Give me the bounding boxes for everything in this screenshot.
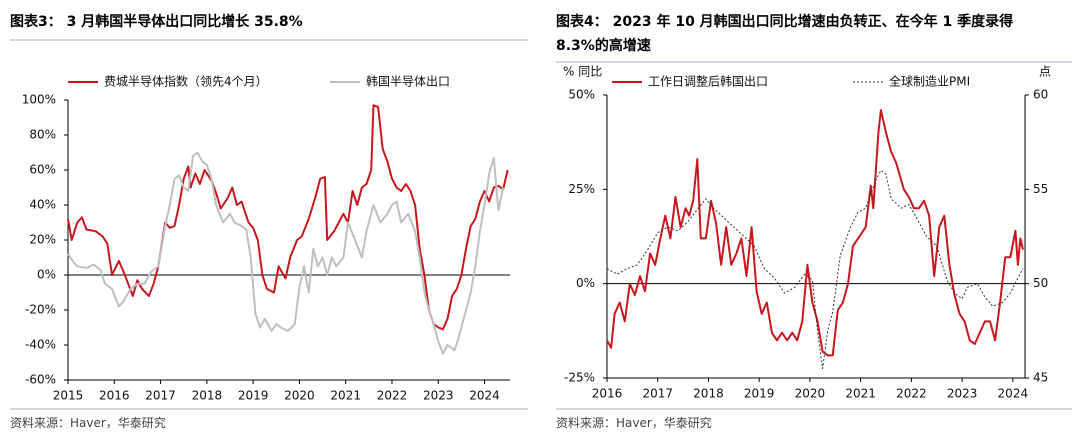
x-tick-label: 2022 [896, 387, 927, 401]
x-tick-label: 2018 [693, 387, 724, 401]
x-tick-label: 2024 [469, 389, 500, 403]
source: 资料来源：Haver，华泰研究 [10, 416, 166, 430]
y-tick-label: -25% [564, 371, 595, 385]
x-tick-label: 2017 [145, 389, 176, 403]
y2-tick-label: 45 [1033, 371, 1048, 385]
x-tick-label: 2020 [795, 387, 826, 401]
y-tick-label: -40% [25, 338, 56, 352]
series-line [67, 151, 505, 355]
x-tick-label: 2022 [377, 389, 408, 403]
x-tick-label: 2016 [592, 387, 623, 401]
x-tick-label: 2015 [53, 389, 84, 403]
x-tick-label: 2018 [192, 389, 223, 403]
chart-title: 图表4： 2023 年 10 月韩国出口同比增速由负转正、在今年 1 季度录得 … [556, 14, 1014, 54]
y-tick-label: 20% [29, 233, 56, 247]
chart-title: 图表3： 3 月韩国半导体出口同比增长 35.8% [10, 14, 303, 30]
y-tick-label: 0% [576, 276, 595, 290]
x-tick-label: 2024 [998, 387, 1029, 401]
y2-tick-label: 50 [1033, 276, 1048, 290]
y2-axis-label: 点 [1039, 65, 1051, 79]
y-tick-label: 40% [29, 198, 56, 212]
series-line [606, 170, 1024, 370]
x-tick-label: 2016 [99, 389, 130, 403]
x-tick-label: 2021 [845, 387, 876, 401]
y2-tick-label: 55 [1033, 182, 1048, 196]
x-tick-label: 2019 [238, 389, 269, 403]
x-tick-label: 2023 [947, 387, 978, 401]
legend-label: 全球制造业PMI [889, 74, 970, 89]
series-line [606, 109, 1024, 357]
y-tick-label: 50% [568, 88, 595, 102]
x-tick-label: 2021 [330, 389, 361, 403]
y-tick-label: 25% [568, 182, 595, 196]
y2-tick-label: 60 [1033, 88, 1048, 102]
legend-label: 韩国半导体出口 [366, 74, 450, 89]
series-line [67, 104, 509, 331]
x-tick-label: 2020 [284, 389, 315, 403]
y-tick-label: 100% [22, 93, 56, 107]
y-tick-label: 0% [37, 268, 56, 282]
y-tick-label: 80% [29, 128, 56, 142]
y-tick-label: -20% [25, 303, 56, 317]
x-tick-label: 2017 [642, 387, 673, 401]
y-axis-label: % 同比 [563, 65, 602, 79]
x-tick-label: 2019 [744, 387, 775, 401]
legend-label: 工作日调整后韩国出口 [648, 74, 768, 89]
legend-label: 费城半导体指数（领先4个月） [104, 74, 268, 89]
y-tick-label: 60% [29, 163, 56, 177]
x-tick-label: 2023 [423, 389, 454, 403]
source: 资料来源：Haver，华泰研究 [556, 416, 712, 430]
y-tick-label: -60% [25, 373, 56, 387]
